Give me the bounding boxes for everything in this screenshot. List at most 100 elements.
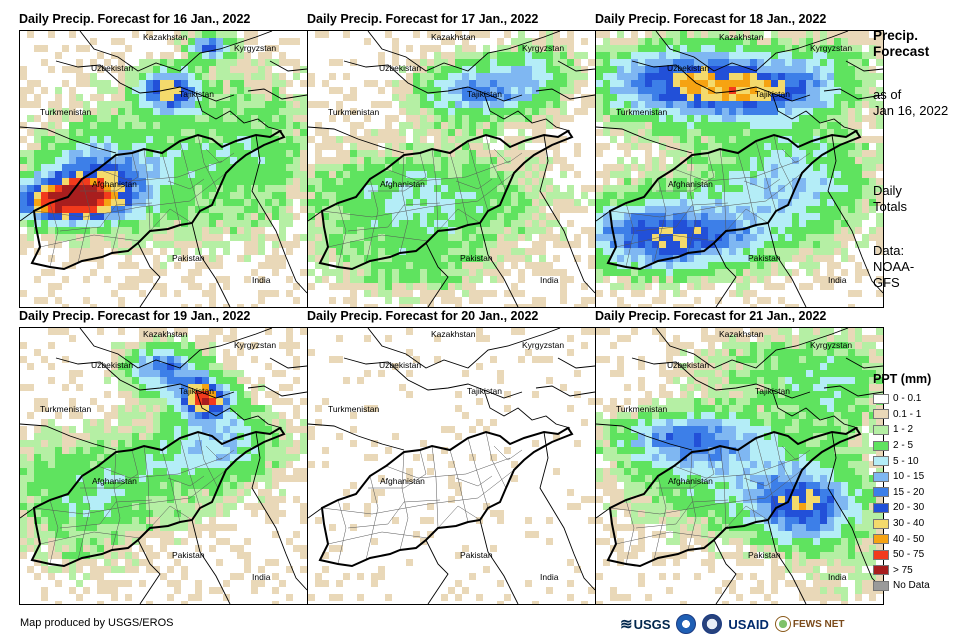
precip-cell xyxy=(638,241,645,248)
precip-cell xyxy=(708,171,715,178)
border-line xyxy=(596,210,611,222)
precip-cell xyxy=(76,157,83,164)
precip-cell xyxy=(876,150,883,157)
precip-cell xyxy=(48,468,55,475)
precip-cell xyxy=(617,66,624,73)
precip-cell xyxy=(371,290,378,297)
precip-cell xyxy=(596,241,603,248)
precip-cell xyxy=(841,199,848,206)
precip-cell xyxy=(392,87,399,94)
precip-cell xyxy=(329,171,336,178)
precip-cell xyxy=(118,199,125,206)
precip-cell xyxy=(258,115,265,122)
precip-cell xyxy=(406,269,413,276)
precip-cell xyxy=(645,192,652,199)
precip-cell xyxy=(20,496,27,503)
precip-cell xyxy=(371,157,378,164)
precip-cell xyxy=(20,503,27,510)
precip-cell xyxy=(343,255,350,262)
precip-cell xyxy=(834,129,841,136)
precip-cell xyxy=(181,304,188,307)
precip-cell xyxy=(118,426,125,433)
precip-cell xyxy=(750,255,757,262)
precip-cell xyxy=(364,80,371,87)
precip-cell xyxy=(48,255,55,262)
precip-cell xyxy=(62,531,69,538)
precip-cell xyxy=(209,475,216,482)
precip-cell xyxy=(125,171,132,178)
precip-cell xyxy=(230,475,237,482)
precip-cell xyxy=(624,122,631,129)
precip-cell xyxy=(827,31,834,38)
precip-cell xyxy=(230,192,237,199)
precip-cell xyxy=(265,192,272,199)
precip-cell xyxy=(596,199,603,206)
precip-cell xyxy=(230,440,237,447)
precip-cell xyxy=(132,468,139,475)
precip-cell xyxy=(631,241,638,248)
precip-cell xyxy=(729,150,736,157)
precip-cell xyxy=(350,248,357,255)
precip-cell xyxy=(406,178,413,185)
precip-cell xyxy=(848,80,855,87)
precip-cell xyxy=(799,178,806,185)
precip-cell xyxy=(216,213,223,220)
precip-cell xyxy=(251,227,258,234)
precip-cell xyxy=(511,73,518,80)
precip-cell xyxy=(441,192,448,199)
precip-cell xyxy=(624,255,631,262)
precip-cell xyxy=(708,220,715,227)
precip-cell xyxy=(764,164,771,171)
precip-cell xyxy=(125,87,132,94)
precip-cell xyxy=(258,220,265,227)
precip-cell xyxy=(736,101,743,108)
precip-cell xyxy=(673,66,680,73)
precip-cell xyxy=(567,59,574,66)
precip-cell xyxy=(392,283,399,290)
precip-cell xyxy=(300,328,307,335)
border-line xyxy=(631,60,811,102)
precip-cell xyxy=(41,517,48,524)
precip-cell xyxy=(216,59,223,66)
precip-cell xyxy=(300,199,307,206)
precip-cell xyxy=(90,234,97,241)
precip-cell xyxy=(76,185,83,192)
precip-cell xyxy=(195,171,202,178)
precip-cell xyxy=(820,143,827,150)
precip-cell xyxy=(624,220,631,227)
precip-cell xyxy=(279,468,286,475)
precip-cell xyxy=(455,108,462,115)
precip-cell xyxy=(139,384,146,391)
precip-cell xyxy=(286,38,293,45)
precip-cell xyxy=(69,524,76,531)
precip-cell xyxy=(76,370,83,377)
precip-cell xyxy=(279,213,286,220)
precip-cell xyxy=(708,31,715,38)
precip-cell xyxy=(315,185,322,192)
border-line xyxy=(539,134,595,294)
precip-cell xyxy=(160,468,167,475)
precip-cell xyxy=(181,66,188,73)
precip-cell xyxy=(631,73,638,80)
precip-cell xyxy=(764,150,771,157)
precip-cell xyxy=(785,304,792,307)
precip-cell xyxy=(504,248,511,255)
precip-cell xyxy=(160,283,167,290)
precip-cell xyxy=(490,101,497,108)
precip-cell xyxy=(567,220,574,227)
precip-cell xyxy=(771,220,778,227)
precip-cell xyxy=(97,115,104,122)
precip-cell xyxy=(167,108,174,115)
precip-cell xyxy=(237,122,244,129)
precip-cell xyxy=(104,122,111,129)
precip-cell xyxy=(83,171,90,178)
precip-cell xyxy=(76,101,83,108)
precip-cell xyxy=(118,489,125,496)
precip-cell xyxy=(392,94,399,101)
precip-cell xyxy=(174,328,181,335)
precip-cell xyxy=(41,122,48,129)
precip-cell xyxy=(216,199,223,206)
precip-cell xyxy=(792,178,799,185)
precip-cell xyxy=(399,297,406,304)
precip-cell xyxy=(392,115,399,122)
